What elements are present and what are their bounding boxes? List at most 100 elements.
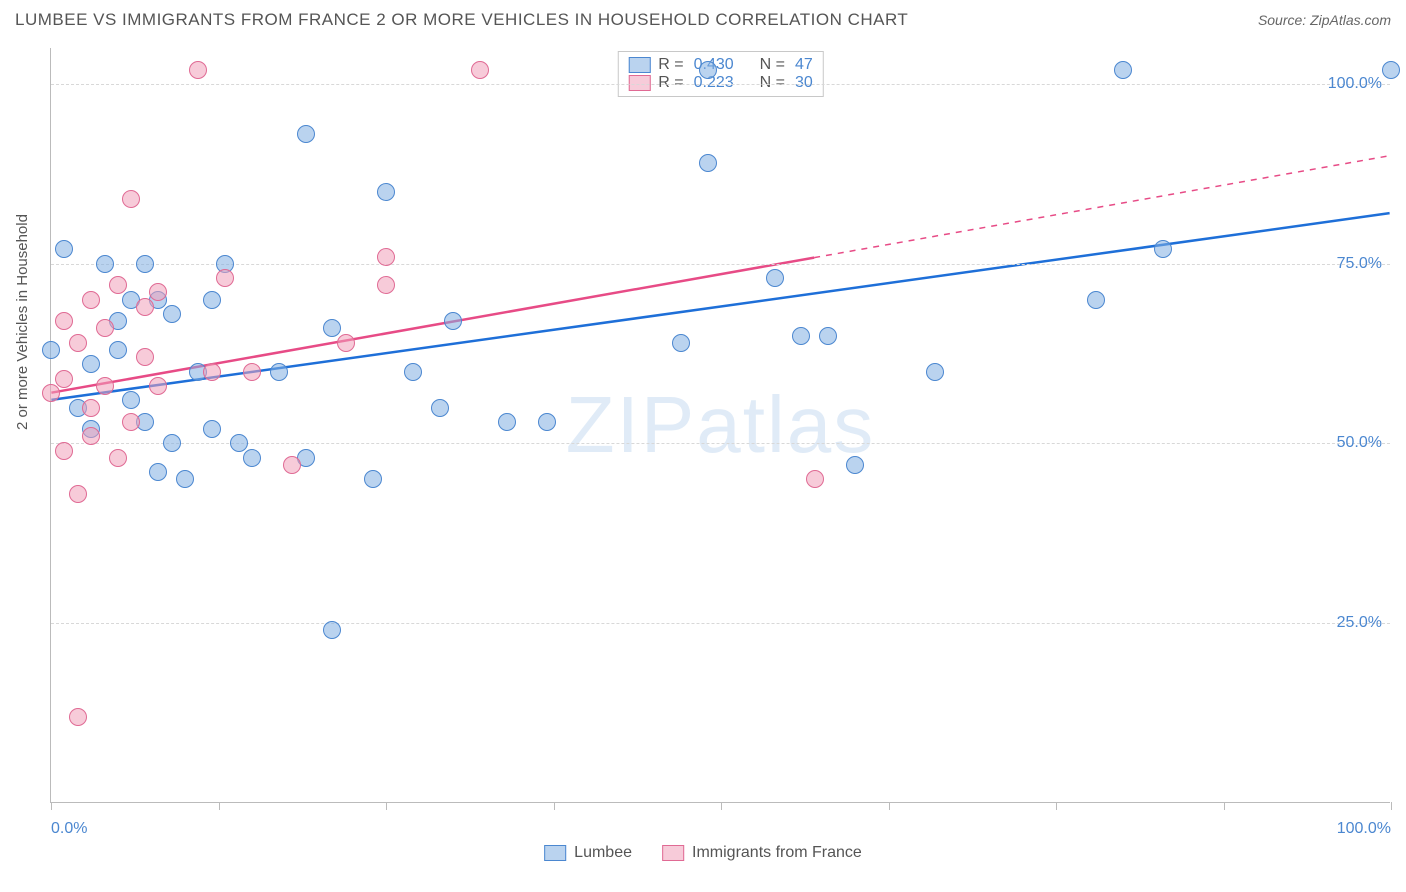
data-point-lumbee [270, 363, 288, 381]
data-point-france [69, 485, 87, 503]
data-point-france [96, 377, 114, 395]
data-point-france [55, 312, 73, 330]
legend-swatch [662, 845, 684, 861]
data-point-lumbee [163, 305, 181, 323]
data-point-lumbee [538, 413, 556, 431]
data-point-lumbee [1114, 61, 1132, 79]
data-point-lumbee [82, 355, 100, 373]
data-point-lumbee [203, 420, 221, 438]
data-point-france [109, 276, 127, 294]
data-point-lumbee [149, 463, 167, 481]
data-point-france [806, 470, 824, 488]
data-point-france [283, 456, 301, 474]
data-point-lumbee [323, 621, 341, 639]
x-tick [1224, 802, 1225, 810]
header-bar: LUMBEE VS IMMIGRANTS FROM FRANCE 2 OR MO… [15, 10, 1391, 30]
data-point-lumbee [323, 319, 341, 337]
data-point-lumbee [792, 327, 810, 345]
data-point-france [377, 248, 395, 266]
y-tick-label: 25.0% [1337, 614, 1382, 632]
y-tick-label: 100.0% [1328, 75, 1382, 93]
chart-title: LUMBEE VS IMMIGRANTS FROM FRANCE 2 OR MO… [15, 10, 908, 30]
data-point-lumbee [819, 327, 837, 345]
x-tick-label: 100.0% [1337, 820, 1391, 838]
data-point-lumbee [136, 255, 154, 273]
data-point-lumbee [699, 61, 717, 79]
y-tick-label: 75.0% [1337, 255, 1382, 273]
data-point-lumbee [243, 449, 261, 467]
legend-n-label: N = [760, 56, 785, 74]
data-point-lumbee [364, 470, 382, 488]
data-point-lumbee [444, 312, 462, 330]
trendline-france-extrapolated [814, 156, 1389, 258]
data-point-lumbee [1382, 61, 1400, 79]
data-point-lumbee [699, 154, 717, 172]
data-point-france [243, 363, 261, 381]
legend-series-item: Immigrants from France [662, 844, 862, 862]
x-tick [1391, 802, 1392, 810]
data-point-lumbee [431, 399, 449, 417]
data-point-france [82, 291, 100, 309]
data-point-lumbee [42, 341, 60, 359]
legend-correlation-row: R =0.430N =47 [628, 56, 812, 74]
x-tick [721, 802, 722, 810]
data-point-france [82, 427, 100, 445]
data-point-lumbee [122, 391, 140, 409]
gridline [51, 623, 1390, 624]
legend-correlation: R =0.430N =47R =0.223N =30 [617, 51, 823, 97]
data-point-lumbee [163, 434, 181, 452]
data-point-france [203, 363, 221, 381]
data-point-france [82, 399, 100, 417]
data-point-lumbee [109, 341, 127, 359]
data-point-france [149, 283, 167, 301]
data-point-lumbee [1087, 291, 1105, 309]
data-point-france [149, 377, 167, 395]
gridline [51, 264, 1390, 265]
legend-n-value: 47 [795, 56, 813, 74]
y-axis-label: 2 or more Vehicles in Household [14, 214, 31, 430]
data-point-france [136, 298, 154, 316]
data-point-france [55, 370, 73, 388]
legend-r-label: R = [658, 56, 683, 74]
data-point-lumbee [96, 255, 114, 273]
source-label: Source: ZipAtlas.com [1258, 12, 1391, 28]
data-point-lumbee [672, 334, 690, 352]
data-point-france [471, 61, 489, 79]
y-tick-label: 50.0% [1337, 434, 1382, 452]
data-point-lumbee [498, 413, 516, 431]
data-point-lumbee [55, 240, 73, 258]
x-tick [554, 802, 555, 810]
data-point-france [69, 334, 87, 352]
watermark: ZIPatlas [566, 379, 875, 471]
data-point-lumbee [926, 363, 944, 381]
chart-plot-area: ZIPatlas R =0.430N =47R =0.223N =30 25.0… [50, 48, 1390, 803]
data-point-lumbee [766, 269, 784, 287]
x-tick [1056, 802, 1057, 810]
legend-series-label: Lumbee [574, 844, 632, 862]
data-point-lumbee [404, 363, 422, 381]
data-point-france [377, 276, 395, 294]
data-point-lumbee [230, 434, 248, 452]
data-point-france [96, 319, 114, 337]
data-point-france [136, 348, 154, 366]
trendline-france [51, 258, 814, 393]
data-point-france [189, 61, 207, 79]
data-point-france [55, 442, 73, 460]
data-point-lumbee [377, 183, 395, 201]
data-point-france [69, 708, 87, 726]
x-tick [51, 802, 52, 810]
data-point-france [216, 269, 234, 287]
data-point-france [122, 413, 140, 431]
data-point-france [42, 384, 60, 402]
legend-swatch [628, 57, 650, 73]
x-tick [386, 802, 387, 810]
data-point-france [122, 190, 140, 208]
data-point-france [337, 334, 355, 352]
legend-series-label: Immigrants from France [692, 844, 862, 862]
gridline [51, 443, 1390, 444]
legend-series-item: Lumbee [544, 844, 632, 862]
gridline [51, 84, 1390, 85]
legend-series: Lumbee Immigrants from France [544, 844, 862, 862]
data-point-lumbee [1154, 240, 1172, 258]
data-point-lumbee [176, 470, 194, 488]
